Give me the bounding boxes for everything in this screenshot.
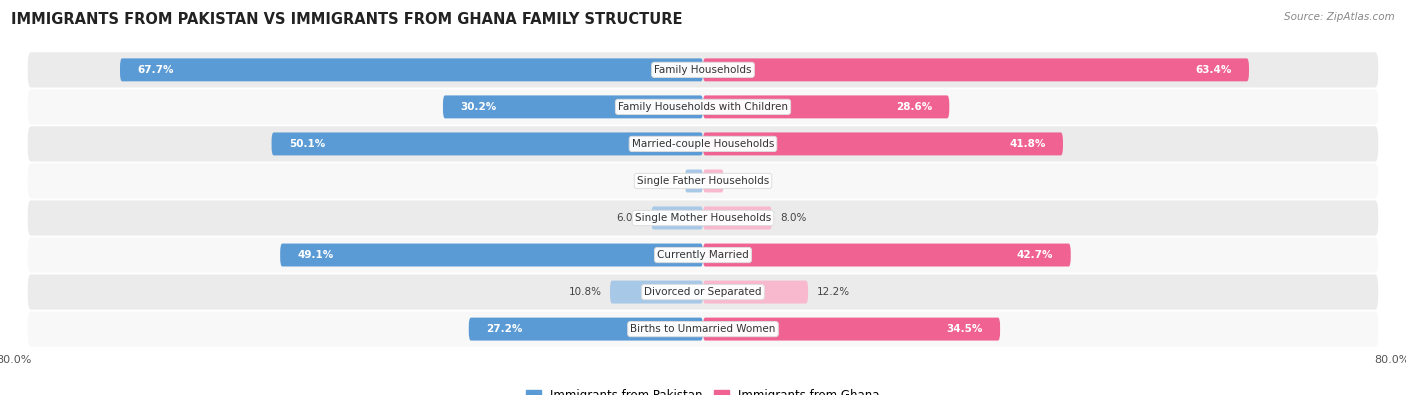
Text: IMMIGRANTS FROM PAKISTAN VS IMMIGRANTS FROM GHANA FAMILY STRUCTURE: IMMIGRANTS FROM PAKISTAN VS IMMIGRANTS F…	[11, 12, 683, 27]
Text: Family Households: Family Households	[654, 65, 752, 75]
FancyBboxPatch shape	[28, 200, 1378, 235]
FancyBboxPatch shape	[28, 237, 1378, 273]
Text: 8.0%: 8.0%	[780, 213, 807, 223]
FancyBboxPatch shape	[28, 52, 1378, 87]
Text: 63.4%: 63.4%	[1195, 65, 1232, 75]
FancyBboxPatch shape	[443, 96, 703, 118]
FancyBboxPatch shape	[651, 207, 703, 229]
FancyBboxPatch shape	[28, 312, 1378, 347]
FancyBboxPatch shape	[28, 89, 1378, 124]
FancyBboxPatch shape	[703, 132, 1063, 155]
Text: 42.7%: 42.7%	[1017, 250, 1053, 260]
Text: 27.2%: 27.2%	[486, 324, 523, 334]
Legend: Immigrants from Pakistan, Immigrants from Ghana: Immigrants from Pakistan, Immigrants fro…	[522, 384, 884, 395]
Text: 67.7%: 67.7%	[138, 65, 174, 75]
Text: Single Mother Households: Single Mother Households	[636, 213, 770, 223]
FancyBboxPatch shape	[703, 58, 1249, 81]
FancyBboxPatch shape	[703, 169, 724, 192]
Text: 50.1%: 50.1%	[288, 139, 325, 149]
FancyBboxPatch shape	[703, 207, 772, 229]
Text: 49.1%: 49.1%	[298, 250, 333, 260]
Text: 2.4%: 2.4%	[733, 176, 759, 186]
FancyBboxPatch shape	[120, 58, 703, 81]
Text: 2.1%: 2.1%	[650, 176, 676, 186]
FancyBboxPatch shape	[703, 96, 949, 118]
Text: 10.8%: 10.8%	[568, 287, 602, 297]
FancyBboxPatch shape	[28, 164, 1378, 199]
FancyBboxPatch shape	[28, 275, 1378, 310]
FancyBboxPatch shape	[703, 280, 808, 303]
Text: 28.6%: 28.6%	[896, 102, 932, 112]
Text: 30.2%: 30.2%	[460, 102, 496, 112]
FancyBboxPatch shape	[271, 132, 703, 155]
FancyBboxPatch shape	[703, 318, 1000, 340]
Text: 6.0%: 6.0%	[616, 213, 643, 223]
Text: Single Father Households: Single Father Households	[637, 176, 769, 186]
FancyBboxPatch shape	[610, 280, 703, 303]
Text: Currently Married: Currently Married	[657, 250, 749, 260]
FancyBboxPatch shape	[28, 126, 1378, 162]
Text: Family Households with Children: Family Households with Children	[619, 102, 787, 112]
Text: 34.5%: 34.5%	[946, 324, 983, 334]
Text: 41.8%: 41.8%	[1010, 139, 1046, 149]
Text: Divorced or Separated: Divorced or Separated	[644, 287, 762, 297]
FancyBboxPatch shape	[280, 244, 703, 267]
FancyBboxPatch shape	[468, 318, 703, 340]
Text: Source: ZipAtlas.com: Source: ZipAtlas.com	[1284, 12, 1395, 22]
Text: Married-couple Households: Married-couple Households	[631, 139, 775, 149]
FancyBboxPatch shape	[685, 169, 703, 192]
Text: 12.2%: 12.2%	[817, 287, 849, 297]
FancyBboxPatch shape	[703, 244, 1071, 267]
Text: Births to Unmarried Women: Births to Unmarried Women	[630, 324, 776, 334]
